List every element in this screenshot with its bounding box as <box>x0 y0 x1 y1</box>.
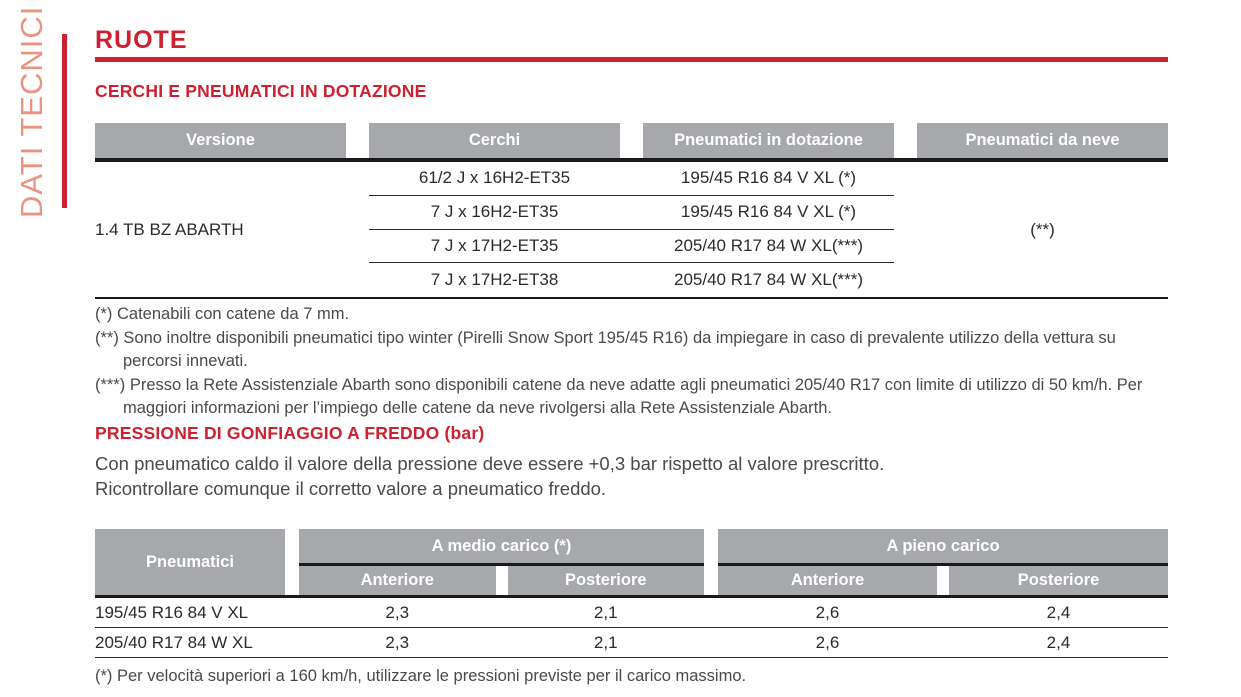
pressure-intro-text: Con pneumatico caldo il valore della pre… <box>95 451 1168 501</box>
group-subheaders: Anteriore Posteriore <box>299 566 704 595</box>
sidebar-red-rule <box>62 34 67 208</box>
value-anteriore: 2,3 <box>385 602 410 622</box>
table-row: 205/40 R17 84 W XL 2,3 2,1 2,6 2,4 <box>95 628 1168 658</box>
page-content: RUOTE CERCHI E PNEUMATICI IN DOTAZIONE V… <box>95 0 1168 697</box>
value-anteriore: 2,6 <box>815 632 840 652</box>
group-subheaders: Anteriore Posteriore <box>718 566 1168 595</box>
intro-line-1: Con pneumatico caldo il valore della pre… <box>95 453 885 474</box>
table-row: 7 J x 17H2-ET35 205/40 R17 84 W XL(***) <box>369 230 894 264</box>
header-versione: Versione <box>95 123 346 158</box>
values-medio: 2,3 2,1 <box>299 633 704 653</box>
pneumatici-cell: 205/40 R17 84 W XL(***) <box>674 270 863 290</box>
subheader-anteriore: Anteriore <box>718 566 937 595</box>
subheader-gap <box>937 566 949 595</box>
value-posteriore: 2,4 <box>1046 602 1071 622</box>
group-label-pieno: A pieno carico <box>718 529 1168 563</box>
value-gap <box>937 633 949 653</box>
header-group-pieno-carico: A pieno carico Anteriore Posteriore <box>718 529 1168 595</box>
values-pieno: 2,6 2,4 <box>718 603 1168 623</box>
value-gap <box>496 603 508 623</box>
wheels-tyres-table: Versione Cerchi Pneumatici in dotazione … <box>95 123 1168 299</box>
cerchi-cell: 7 J x 17H2-ET35 <box>430 235 559 255</box>
snow-tyres-cell: (**) <box>1030 219 1055 239</box>
table-row: 195/45 R16 84 V XL 2,3 2,1 2,6 2,4 <box>95 598 1168 628</box>
subheader-anteriore: Anteriore <box>299 566 496 595</box>
cerchi-cell: 7 J x 16H2-ET35 <box>430 202 559 222</box>
section-heading-pressione: PRESSIONE DI GONFIAGGIO A FREDDO (bar) <box>95 423 485 443</box>
tyre-cell: 195/45 R16 84 V XL <box>95 602 249 622</box>
header-pneumatici-neve: Pneumatici da neve <box>917 123 1168 158</box>
value-posteriore: 2,1 <box>593 602 618 622</box>
footnote-triple-asterisk: (***) Presso la Rete Assistenziale Abart… <box>95 375 1143 418</box>
subheader-gap <box>495 566 508 595</box>
value-posteriore: 2,4 <box>1046 632 1071 652</box>
pressure-table-footnote: (*) Per velocità superiori a 160 km/h, u… <box>95 667 747 685</box>
wheels-table-bottom-rule <box>95 297 1168 299</box>
wheels-table-body: 1.4 TB BZ ABARTH 61/2 J x 16H2-ET35 195/… <box>95 162 1168 297</box>
value-gap <box>937 603 949 623</box>
subheader-posteriore: Posteriore <box>949 566 1168 595</box>
value-posteriore: 2,1 <box>593 632 618 652</box>
header-group-medio-carico: A medio carico (*) Anteriore Posteriore <box>299 529 704 595</box>
pneumatici-cell: 205/40 R17 84 W XL(***) <box>674 235 863 255</box>
footnote-asterisk: (*) Catenabili con catene da 7 mm. <box>95 305 350 323</box>
wheels-table-header-rule <box>95 158 1168 162</box>
table-row: 61/2 J x 16H2-ET35 195/45 R16 84 V XL (*… <box>369 162 894 196</box>
pressure-table-header-rule <box>95 595 1168 598</box>
group-rule <box>299 563 704 566</box>
values-pieno: 2,6 2,4 <box>718 633 1168 653</box>
value-anteriore: 2,6 <box>815 602 840 622</box>
wheels-table-rows: 61/2 J x 16H2-ET35 195/45 R16 84 V XL (*… <box>369 162 894 297</box>
wheels-table-footnotes: (*) Catenabili con catene da 7 mm. (**) … <box>95 303 1168 421</box>
pressure-table-header: Pneumatici A medio carico (*) Anteriore … <box>95 529 1168 595</box>
pneumatici-cell: 195/45 R16 84 V XL (*) <box>680 202 857 222</box>
pressure-table: Pneumatici A medio carico (*) Anteriore … <box>95 529 1168 658</box>
wheels-table-header-row: Versione Cerchi Pneumatici in dotazione … <box>95 123 1168 158</box>
section-heading-cerchi: CERCHI E PNEUMATICI IN DOTAZIONE <box>95 81 427 101</box>
value-anteriore: 2,3 <box>385 632 410 652</box>
header-pneumatici: Pneumatici <box>95 529 285 595</box>
footnote-double-asterisk: (**) Sono inoltre disponibili pneumatici… <box>95 328 1116 371</box>
version-cell: 1.4 TB BZ ABARTH <box>95 219 244 239</box>
value-gap <box>496 633 508 653</box>
cerchi-cell: 61/2 J x 16H2-ET35 <box>418 168 571 188</box>
table-row: 7 J x 17H2-ET38 205/40 R17 84 W XL(***) <box>369 263 894 297</box>
intro-line-2: Ricontrollare comunque il corretto valor… <box>95 478 607 499</box>
title-underline <box>95 57 1168 62</box>
cerchi-cell: 7 J x 17H2-ET38 <box>430 270 559 290</box>
group-rule <box>718 563 1168 566</box>
table-row: 7 J x 16H2-ET35 195/45 R16 84 V XL (*) <box>369 196 894 230</box>
tyre-cell: 205/40 R17 84 W XL <box>95 632 253 652</box>
header-cerchi: Cerchi <box>369 123 620 158</box>
header-pneumatici-dotazione: Pneumatici in dotazione <box>643 123 894 158</box>
pneumatici-cell: 195/45 R16 84 V XL (*) <box>680 168 857 188</box>
page-title: RUOTE <box>95 26 188 54</box>
group-label-medio: A medio carico (*) <box>299 529 704 563</box>
sidebar-chapter-label: DATI TECNICI <box>14 5 49 218</box>
subheader-posteriore: Posteriore <box>507 566 704 595</box>
values-medio: 2,3 2,1 <box>299 603 704 623</box>
